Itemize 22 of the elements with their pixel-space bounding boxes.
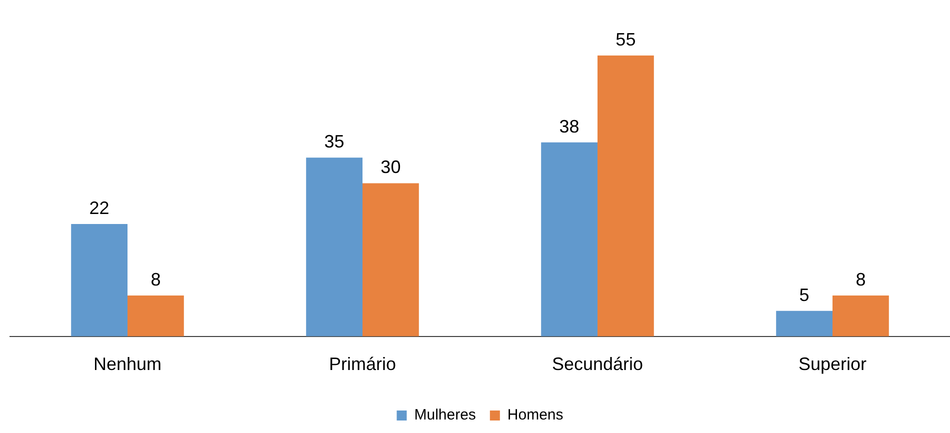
x-tick-label: Secundário xyxy=(552,354,644,374)
bar xyxy=(541,142,598,336)
data-label: 38 xyxy=(559,116,580,136)
x-tick-label: Primário xyxy=(328,354,396,374)
bar xyxy=(598,56,654,336)
x-tick-label: Superior xyxy=(798,354,867,374)
data-label: 8 xyxy=(150,270,161,290)
legend-label: Mulheres xyxy=(414,406,476,424)
data-label: 22 xyxy=(89,198,110,218)
data-label: 35 xyxy=(324,132,344,152)
bar xyxy=(832,296,889,336)
data-label: 30 xyxy=(380,157,401,178)
legend-label: Homens xyxy=(507,406,564,424)
bar xyxy=(71,224,128,336)
bar xyxy=(128,296,184,336)
data-label: 5 xyxy=(799,284,810,305)
bar xyxy=(306,158,362,336)
data-label: 8 xyxy=(856,270,866,290)
bar xyxy=(362,183,419,336)
bar xyxy=(776,310,832,336)
x-tick-label: Nenhum xyxy=(93,354,162,374)
data-label: 55 xyxy=(616,30,636,50)
